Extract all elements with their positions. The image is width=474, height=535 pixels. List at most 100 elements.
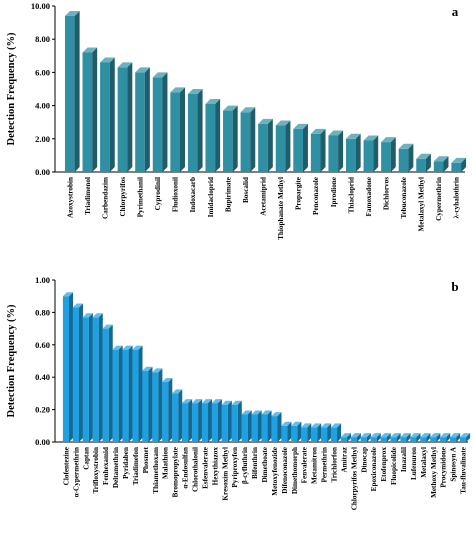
category-label: Carbendazim [101,177,109,219]
category-label: Boscalid [242,177,250,203]
category-label: Pyrimethanil [137,177,145,217]
y-axis-title: Detection Frequency (%) [6,32,17,145]
bar-front [162,382,169,442]
bar-front [100,62,110,172]
bar-side [127,62,133,172]
category-label: Dichlorvos [382,177,390,210]
bar-front [293,128,303,172]
bar-8 [132,345,143,442]
bar-19 [381,137,396,172]
bar-13 [182,399,193,442]
bar-side [188,399,193,442]
bar-front [320,427,328,442]
category-label: Procymidone [440,447,448,488]
bar-20 [398,143,414,172]
category-label: Pyriproxyfen [231,447,239,488]
bar-front [291,425,298,442]
bar-front [451,162,462,172]
category-label: α-Cypermethrin [72,447,80,497]
category-label: Thiacloprid [347,177,355,213]
bar-top [152,368,163,373]
y-tick-label: 0.20 [35,405,50,415]
bar-top [440,433,451,438]
bar-1 [62,292,74,442]
category-label: Dinocap [360,447,368,473]
y-tick-label: 0.00 [35,437,50,447]
bar-front [363,140,374,172]
bar-side [247,410,252,442]
bar-18 [231,400,242,442]
bar-front [231,404,238,442]
bar-15 [201,399,213,442]
bar-front [172,393,179,442]
category-label: Metalaxyl [420,447,428,478]
bar-12 [258,118,273,172]
category-label: Amitraz [340,446,348,472]
bar-top [211,399,222,404]
bar-25 [301,423,312,442]
bar-front [275,125,286,172]
category-label: Pyridaben [122,447,130,479]
bar-top [221,400,232,405]
bar-front [380,437,387,442]
category-label: Cyprodinil [154,177,162,210]
bar-top [182,399,193,404]
y-tick-label: 1.00 [35,275,50,285]
bar-top [350,433,361,438]
bar-side [376,433,381,442]
bar-side [446,433,451,442]
bar-front [117,67,128,172]
bar-side [277,412,282,442]
bar-26 [311,423,322,442]
bar-front [381,142,391,172]
category-label: Trifloxystrobin [92,447,100,493]
category-label: Penconazole [312,177,320,215]
bar-side [386,433,391,442]
bar-top [291,421,302,426]
category-label: α-Endosulfan [182,447,190,489]
bar-top [258,118,273,124]
bar-top [261,410,272,415]
bar-top [162,378,173,383]
bar-top [82,313,93,318]
bar-front [328,135,339,172]
bar-side [178,389,183,442]
bar-7 [170,87,186,172]
category-label: Captan [82,447,90,470]
category-label: Bifenthrin [251,447,259,479]
bar-top [381,137,396,143]
bar-39 [440,433,451,442]
bar-top [360,433,371,438]
bar-14 [293,123,308,172]
panel-label: b [451,279,458,294]
bar-side [98,313,103,442]
bar-side [307,423,312,442]
bar-top [187,88,203,94]
bar-top [251,410,262,415]
bar-30 [350,433,361,442]
category-label: Triadimefon [132,447,140,485]
bar-41 [459,433,471,442]
bar-top [320,423,332,428]
bar-side [162,72,168,172]
bar-19 [241,410,252,442]
bar-top [191,399,203,404]
bar-side [197,88,203,172]
bar-front [350,437,357,442]
bar-27 [320,423,332,442]
bar-front [72,307,79,442]
bar-front [170,92,181,172]
bar-top [433,156,449,162]
category-label: Spinosyn A [450,446,458,481]
bar-side [373,135,379,172]
bar-top [223,105,238,111]
bar-front [112,349,119,442]
bar-front [450,437,457,442]
bar-top [241,410,252,415]
bar-side [198,399,203,442]
bar-side [287,421,292,442]
category-label: Etofenprox [380,447,388,482]
bar-23 [451,157,467,172]
category-label: Bromopropylate [172,447,180,497]
